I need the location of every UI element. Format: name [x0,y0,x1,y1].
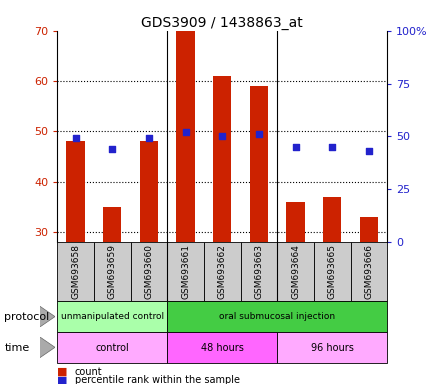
Text: GSM693659: GSM693659 [108,244,117,299]
Text: protocol: protocol [4,312,50,322]
Text: percentile rank within the sample: percentile rank within the sample [75,375,240,384]
Bar [167,301,387,332]
Bar [277,332,387,363]
Bar [94,242,131,301]
Polygon shape [40,337,55,358]
Bar [140,141,158,242]
Bar [241,242,277,301]
Point [109,146,116,152]
Point [292,144,299,150]
Text: oral submucosal injection: oral submucosal injection [219,312,335,321]
Text: ■: ■ [57,367,68,377]
Text: GSM693660: GSM693660 [144,244,154,299]
Bar [57,242,94,301]
Bar [103,207,121,242]
Text: time: time [4,343,29,353]
Point [255,131,262,137]
Text: GSM693664: GSM693664 [291,244,300,299]
Text: 96 hours: 96 hours [311,343,354,353]
Bar [167,242,204,301]
Bar [66,141,85,242]
Bar [57,301,167,332]
Bar [351,242,387,301]
Bar [176,31,195,242]
Polygon shape [40,306,55,327]
Bar [213,76,231,242]
Point [219,133,226,139]
Point [145,136,152,142]
Bar [131,242,167,301]
Text: count: count [75,367,103,377]
Bar [167,332,277,363]
Text: GSM693658: GSM693658 [71,244,80,299]
Bar [277,242,314,301]
Text: GSM693665: GSM693665 [328,244,337,299]
Bar [250,86,268,242]
Point [72,136,79,142]
Title: GDS3909 / 1438863_at: GDS3909 / 1438863_at [141,16,303,30]
Bar [286,202,305,242]
Text: ■: ■ [57,375,68,384]
Bar [314,242,351,301]
Bar [57,332,167,363]
Text: 48 hours: 48 hours [201,343,244,353]
Text: GSM693663: GSM693663 [254,244,264,299]
Bar [323,197,341,242]
Text: unmanipulated control: unmanipulated control [61,312,164,321]
Text: GSM693666: GSM693666 [364,244,374,299]
Text: control: control [95,343,129,353]
Point [182,129,189,135]
Text: GSM693661: GSM693661 [181,244,190,299]
Text: GSM693662: GSM693662 [218,244,227,299]
Bar [204,242,241,301]
Bar [360,217,378,242]
Point [329,144,336,150]
Point [365,148,372,154]
